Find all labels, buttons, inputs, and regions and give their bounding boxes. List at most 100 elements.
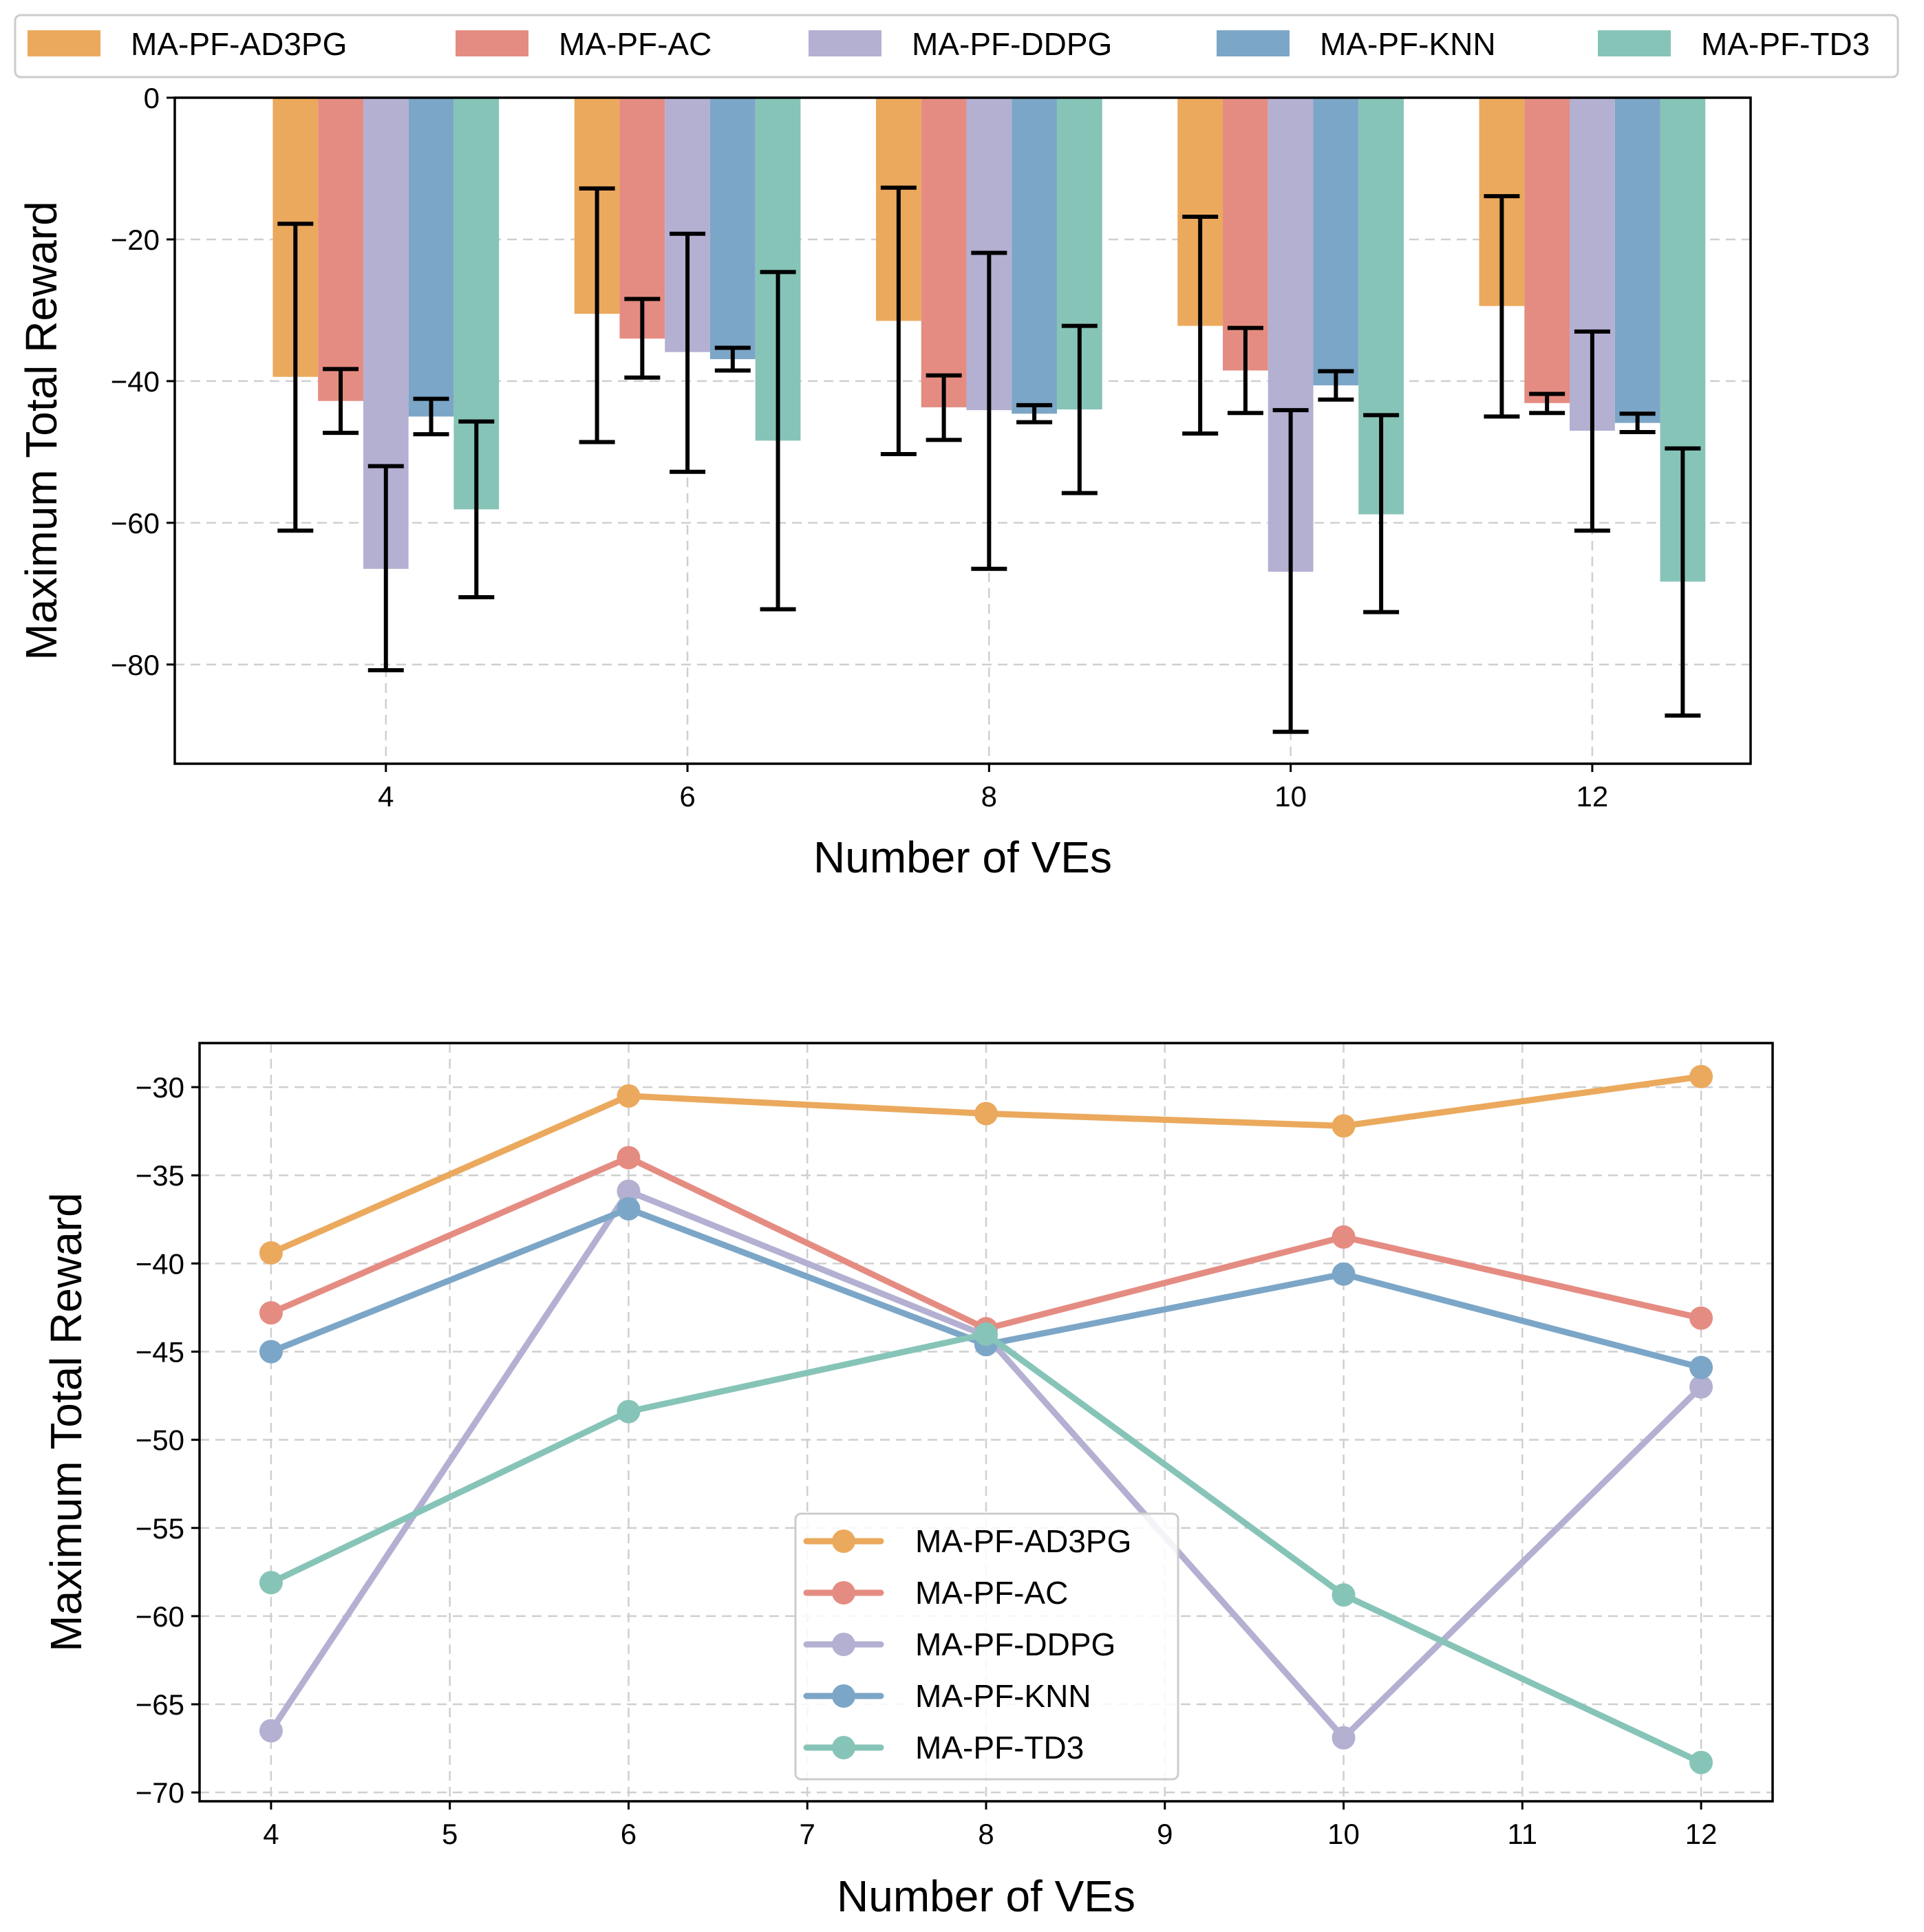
bar-y-tick-label: 0: [144, 82, 160, 114]
bar-x-tick-label: 12: [1576, 780, 1609, 813]
error-bar: [1272, 408, 1309, 734]
data-point: [1689, 1750, 1713, 1774]
line-y-tick-label: −55: [136, 1512, 184, 1545]
bar-x-tick-label: 10: [1274, 780, 1307, 813]
error-bar: [926, 373, 962, 442]
line-x-tick-label: 8: [978, 1818, 994, 1850]
legend-item-ma-pf-knn: MA-PF-KNN: [1217, 26, 1496, 62]
line-y-tick-label: −60: [136, 1600, 184, 1633]
error-bar: [413, 396, 449, 437]
line-x-tick-label: 6: [621, 1818, 637, 1850]
line-y-tick-label: −35: [136, 1159, 184, 1192]
data-point: [617, 1196, 641, 1221]
legend-item-ma-pf-knn: MA-PF-KNN: [803, 1678, 1091, 1714]
line-chart-series: [259, 1064, 1713, 1774]
legend-item-ma-pf-ad3pg: MA-PF-AD3PG: [803, 1523, 1131, 1559]
bar-chart-x-ticks: 4 6 8 10 12: [378, 764, 1608, 813]
data-point: [1689, 1355, 1713, 1380]
bar-y-tick-label: −60: [111, 507, 160, 539]
bar-x-tick-label: 8: [981, 780, 997, 813]
error-bar: [1484, 194, 1520, 419]
data-point: [1332, 1726, 1356, 1750]
data-point: [1332, 1583, 1356, 1607]
legend-label: MA-PF-AD3PG: [915, 1523, 1131, 1559]
line-y-tick-label: −70: [136, 1777, 184, 1809]
error-bar: [971, 250, 1007, 571]
data-point: [1689, 1064, 1713, 1088]
data-point: [617, 1146, 641, 1170]
line-legend-frame: [794, 1512, 1179, 1781]
bar-chart-frame: [173, 96, 1752, 765]
data-point: [259, 1719, 283, 1743]
line-series-ma-pf-ad3pg: [259, 1064, 1713, 1265]
legend-marker: [832, 1736, 855, 1759]
bar-ma-pf-knn: [709, 98, 756, 359]
bar-ma-pf-ac: [1524, 98, 1570, 403]
bar-y-tick-label: −20: [111, 224, 160, 256]
data-point: [259, 1340, 283, 1364]
data-point: [1332, 1262, 1356, 1286]
bar-ma-pf-knn: [1012, 98, 1057, 414]
legend-marker: [832, 1530, 855, 1553]
bar-chart-y-ticks: 0 −20 −40 −60 −80: [111, 82, 175, 681]
legend-swatch: [456, 30, 528, 56]
error-bar: [714, 345, 751, 373]
line-y-tick-label: −40: [136, 1247, 184, 1280]
data-point: [1332, 1114, 1356, 1138]
bar-x-tick-label: 4: [378, 780, 394, 813]
error-bar: [1318, 369, 1354, 402]
line-y-tick-label: −30: [136, 1071, 184, 1104]
error-bar: [277, 222, 314, 533]
legend-label: MA-PF-AC: [915, 1575, 1068, 1611]
data-point: [974, 1322, 998, 1346]
line-x-tick-label: 4: [263, 1818, 279, 1850]
data-point: [259, 1301, 283, 1325]
bar-y-tick-label: −80: [111, 649, 160, 681]
bar-chart-error-bars: [277, 185, 1701, 734]
line-chart-y-ticks: −30 −35 −40 −45 −50 −55 −60 −65 −70: [136, 1071, 200, 1809]
legend-item-ma-pf-ddpg: MA-PF-DDPG: [803, 1627, 1115, 1662]
bar-ma-pf-ac: [1223, 98, 1268, 371]
legend-label: MA-PF-DDPG: [915, 1627, 1115, 1662]
bar-chart: 4 6 8 10 12 0 −20 −40 −60 −80 Number of VEs Maxi…: [17, 82, 1752, 882]
line-x-tick-label: 12: [1685, 1818, 1718, 1850]
data-point: [617, 1179, 641, 1203]
line-chart-x-ticks: 4 5 6 7 8 9 10 11 12: [263, 1801, 1717, 1850]
data-point: [1332, 1225, 1356, 1249]
error-bar: [579, 186, 615, 444]
line-x-tick-label: 10: [1327, 1818, 1360, 1850]
legend-marker: [832, 1581, 855, 1604]
bar-x-tick-label: 6: [679, 780, 695, 813]
legend-swatch: [28, 30, 100, 56]
legend-item-ma-pf-ac: MA-PF-AC: [456, 26, 712, 62]
legend-marker: [832, 1684, 855, 1708]
bar-chart-legend: MA-PF-AD3PG MA-PF-AC MA-PF-DDPG MA-PF-KNN MA…: [14, 14, 1899, 78]
error-bar: [1665, 446, 1701, 718]
legend-swatch: [1598, 30, 1671, 56]
legend-marker: [832, 1633, 855, 1656]
data-point: [617, 1399, 641, 1424]
bar-ma-pf-knn: [408, 98, 454, 417]
legend-label: MA-PF-KNN: [1320, 26, 1496, 62]
data-point: [259, 1241, 283, 1265]
bar-ma-pf-knn: [1313, 98, 1359, 386]
data-point: [259, 1571, 283, 1595]
line-x-tick-label: 11: [1508, 1818, 1538, 1850]
error-bar: [880, 185, 917, 456]
line-chart-legend: MA-PF-AD3PG MA-PF-AC MA-PF-DDPG MA-PF-KNN MA…: [794, 1512, 1179, 1781]
error-bar: [323, 367, 359, 436]
data-point: [974, 1102, 998, 1126]
line-y-tick-label: −65: [136, 1688, 184, 1721]
legend-item-ma-pf-td3: MA-PF-TD3: [1598, 26, 1870, 62]
line-x-tick-label: 9: [1157, 1818, 1173, 1850]
bar-ma-pf-ac: [318, 98, 363, 401]
legend-label: MA-PF-KNN: [915, 1678, 1091, 1714]
error-bar: [367, 464, 404, 673]
legend-swatch: [809, 30, 881, 56]
error-bar: [458, 419, 495, 599]
error-bar: [624, 297, 661, 380]
data-point: [617, 1084, 641, 1108]
error-bar: [1619, 411, 1656, 435]
error-bar: [1016, 402, 1053, 425]
